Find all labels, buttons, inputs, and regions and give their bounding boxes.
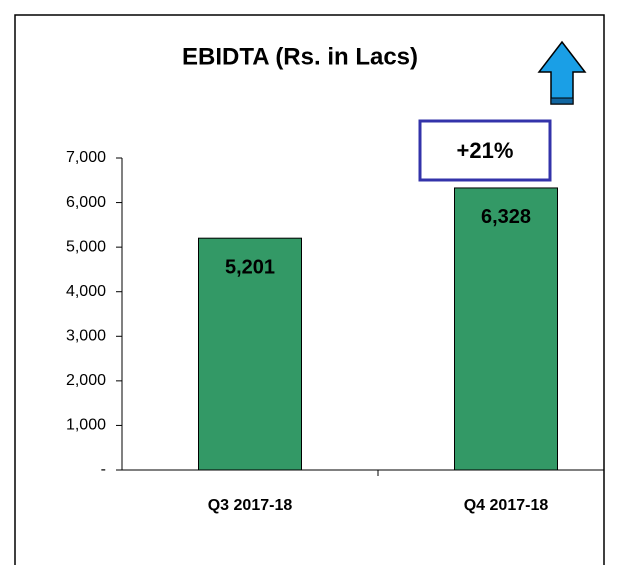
y-tick-label: 7,000 — [66, 149, 106, 166]
y-tick-label: 3,000 — [66, 328, 106, 345]
up-arrow-icon — [537, 40, 587, 105]
y-tick-label: 2,000 — [66, 372, 106, 389]
y-tick-label: - — [101, 461, 106, 478]
y-tick-label: 4,000 — [66, 283, 106, 300]
value-label: 5,201 — [225, 256, 275, 278]
bar — [198, 237, 302, 471]
annotation: +21% — [457, 138, 514, 163]
chart-title: EBIDTA (Rs. in Lacs) — [182, 43, 418, 70]
bar — [454, 187, 558, 471]
y-tick-label: 1,000 — [66, 417, 106, 434]
value-label: 6,328 — [481, 206, 531, 228]
x-tick-label: Q3 2017-18 — [208, 497, 293, 514]
x-tick-label: Q4 2017-18 — [464, 497, 549, 514]
y-tick-label: 5,000 — [66, 238, 106, 255]
y-tick-label: 6,000 — [66, 194, 106, 211]
annotation-box — [418, 119, 552, 182]
